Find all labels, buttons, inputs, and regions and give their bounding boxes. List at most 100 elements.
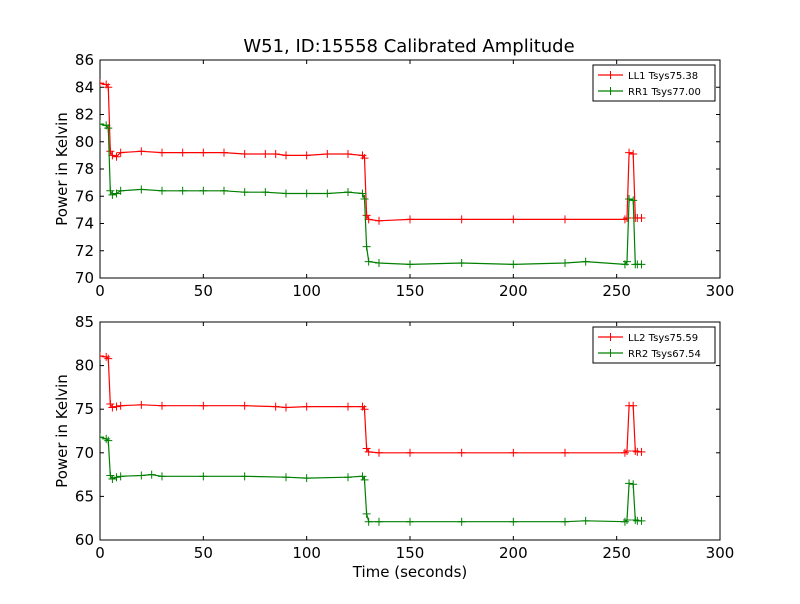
data-point — [106, 471, 115, 480]
legend-frame — [592, 326, 716, 364]
legend-marker — [606, 71, 615, 79]
y-axis-label: Power in Kelvin — [53, 112, 71, 226]
data-point — [116, 186, 125, 195]
data-point — [147, 470, 156, 479]
series-red — [100, 352, 646, 457]
x-tick-label: 0 — [95, 282, 105, 300]
data-point — [561, 259, 569, 268]
data-point — [271, 150, 280, 159]
data-point — [581, 516, 590, 525]
x-tick-label: 50 — [194, 544, 213, 562]
data-point — [629, 150, 638, 159]
data-point — [581, 257, 590, 266]
data-point — [282, 403, 290, 412]
data-point — [561, 448, 569, 457]
data-point — [360, 405, 369, 414]
data-point — [344, 150, 352, 159]
x-tick-label: 200 — [499, 282, 528, 300]
x-tick-label: 250 — [602, 282, 631, 300]
data-point — [112, 152, 121, 161]
x-tick-label: 300 — [706, 282, 735, 300]
data-point — [344, 402, 352, 411]
legend-label: LL1 Tsys75.38 — [628, 71, 698, 82]
data-point — [302, 151, 311, 160]
data-point — [112, 189, 121, 198]
data-point — [240, 188, 249, 197]
legend-marker — [606, 333, 615, 341]
legend-label: RR1 Tsys77.00 — [628, 87, 701, 98]
y-tick-label: 72 — [75, 242, 94, 260]
legend-marker — [606, 87, 615, 95]
data-point — [116, 148, 125, 157]
data-point — [199, 148, 208, 157]
y-tick-label: 70 — [75, 269, 94, 287]
data-point — [137, 185, 146, 194]
data-point — [620, 517, 629, 526]
data-point — [282, 151, 290, 160]
data-point — [623, 257, 631, 266]
legend: LL2 Tsys75.59 RR2 Tsys67.54 — [592, 326, 716, 364]
y-tick-label: 75 — [75, 400, 94, 418]
data-point — [360, 475, 369, 484]
data-point — [637, 214, 646, 223]
y-tick-label: 78 — [75, 160, 94, 178]
legend-label: RR2 Tsys67.54 — [628, 349, 701, 360]
data-point — [631, 515, 640, 524]
y-tick-label: 80 — [75, 357, 94, 375]
data-point — [625, 194, 634, 203]
data-point — [629, 401, 638, 410]
data-point — [509, 215, 518, 224]
data-point — [375, 216, 383, 225]
y-tick-label: 60 — [75, 531, 94, 549]
data-point — [158, 472, 166, 481]
y-tick-label: 80 — [75, 133, 94, 151]
data-point — [364, 215, 373, 224]
series-green — [100, 433, 646, 526]
y-tick-label: 70 — [75, 444, 94, 462]
data-point — [100, 433, 104, 442]
data-point — [623, 447, 631, 456]
data-point — [178, 186, 187, 195]
data-point — [158, 148, 166, 157]
x-tick-label: 100 — [292, 544, 321, 562]
y-tick-label: 74 — [75, 215, 94, 233]
plot-panel-2: 0 50 100 150 200 250 300 60 65 70 75 80 85 Power in K… — [53, 313, 734, 581]
data-point — [137, 147, 146, 156]
data-point — [362, 242, 371, 251]
data-point — [240, 401, 249, 410]
data-point — [112, 473, 121, 482]
data-point — [358, 189, 367, 198]
data-point — [302, 189, 311, 198]
data-point — [104, 83, 113, 92]
data-point — [199, 401, 208, 410]
data-point — [364, 447, 373, 456]
data-point — [637, 516, 646, 525]
data-point — [102, 352, 111, 361]
data-point — [360, 194, 369, 203]
data-point — [302, 402, 311, 411]
data-point — [106, 186, 115, 195]
data-point — [561, 517, 569, 526]
data-point — [199, 472, 208, 481]
data-point — [406, 517, 414, 526]
data-point — [625, 479, 634, 488]
data-point — [261, 188, 270, 197]
data-point — [375, 448, 383, 457]
data-point — [137, 400, 146, 409]
data-point — [271, 402, 280, 411]
data-point — [406, 448, 414, 457]
data-point — [106, 399, 115, 408]
data-point — [158, 401, 166, 410]
data-point — [261, 150, 270, 159]
data-point — [112, 402, 121, 411]
data-point — [509, 260, 518, 269]
data-point — [509, 448, 518, 457]
x-axis-label: Time (seconds) — [352, 563, 468, 581]
data-point — [108, 474, 117, 483]
data-point — [178, 148, 187, 157]
data-point — [364, 257, 373, 266]
plot-panel-1: 0 50 100 150 200 250 300 70 72 74 76 78 80 82 84 86 Powe… — [53, 51, 734, 300]
data-point — [375, 517, 383, 526]
